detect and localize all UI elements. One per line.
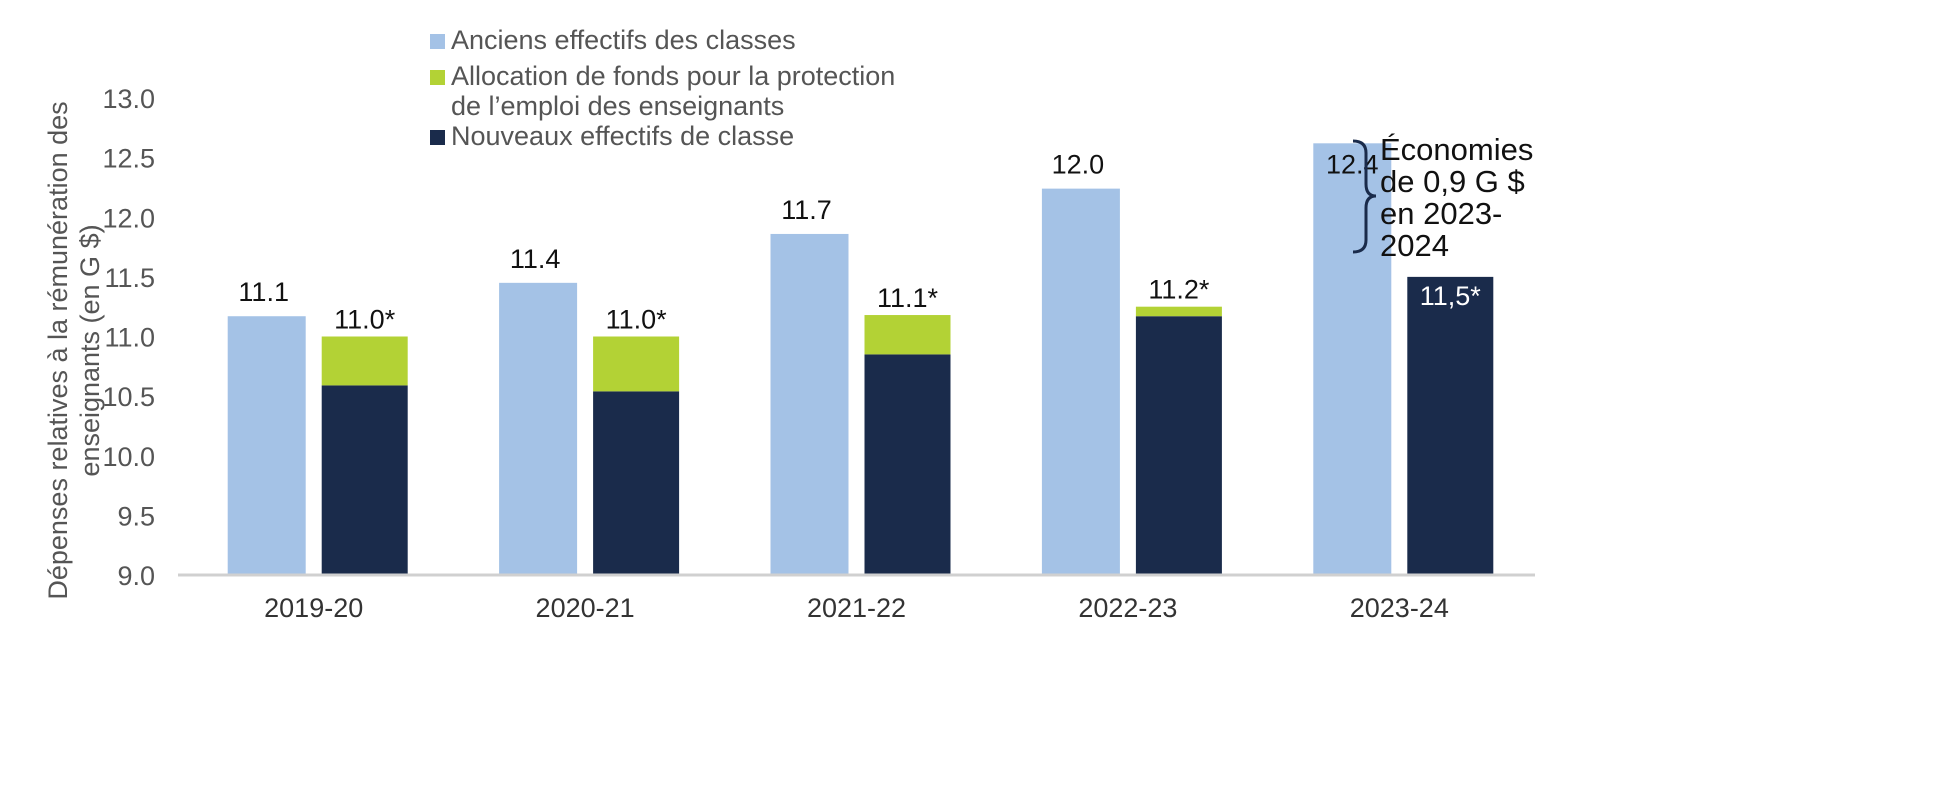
annotation-line: Économies — [1380, 132, 1533, 167]
x-category-label: 2019-20 — [264, 593, 363, 623]
bar-old-2019-20 — [227, 316, 306, 575]
legend: Anciens effectifs des classes Allocation … — [430, 25, 895, 151]
y-tick-label: 12.5 — [102, 144, 155, 174]
legend-swatch-new — [430, 130, 445, 145]
bar-stack-value-label: 11.1* — [877, 283, 939, 313]
bar-old-value-label: 11.7 — [781, 195, 832, 225]
legend-label-new: Nouveaux effectifs de classe — [451, 121, 794, 151]
y-tick-label: 9.5 — [117, 501, 155, 531]
y-tick-label: 10.0 — [102, 442, 155, 472]
bar-stack-value-label: 11.0* — [334, 305, 396, 335]
x-category-label: 2022-23 — [1078, 593, 1177, 623]
bar-new-2022-23 — [1135, 316, 1222, 575]
y-tick-label: 13.0 — [102, 84, 155, 114]
bar-funding-2021-22 — [864, 315, 951, 355]
bar-new-2019-20 — [321, 385, 408, 575]
annotation-line: en 2023- — [1380, 196, 1502, 231]
legend-swatch-funding — [430, 70, 445, 85]
y-axis-label-line: Dépenses relatives à la rémunération des — [43, 101, 73, 599]
bar-labels: 11.1 11.0* 11.4 11.0* 11.7 11.1* 12.0 11.2* 12.4… — [238, 149, 1481, 334]
bar-stack-value-label: 11.2* — [1148, 275, 1210, 305]
bar-old-value-label: 11.4 — [510, 244, 561, 274]
annotation-line: 2024 — [1380, 228, 1449, 263]
bar-funding-2022-23 — [1135, 306, 1222, 317]
y-tick-label: 12.0 — [102, 203, 155, 233]
legend-label-old: Anciens effectifs des classes — [451, 25, 796, 55]
y-axis-label-line: enseignants (en G $) — [75, 224, 105, 476]
bar-old-value-label: 11.1 — [238, 277, 289, 307]
y-tick-label: 10.5 — [102, 382, 155, 412]
legend-swatch-old — [430, 34, 445, 49]
y-axis-label: Dépenses relatives à la rémunération des… — [43, 101, 105, 599]
brace-icon — [1352, 139, 1377, 254]
bar-stack-value-label: 11.0* — [606, 305, 668, 335]
x-axis-categories: 2019-20 2020-21 2021-22 2022-23 2023-24 — [264, 593, 1449, 623]
bar-funding-2019-20 — [321, 336, 408, 386]
bar-old-2021-22 — [770, 233, 849, 575]
bar-old-value-label: 12.4 — [1326, 149, 1379, 179]
x-category-label: 2020-21 — [536, 593, 635, 623]
y-tick-label: 11.5 — [104, 263, 155, 293]
bar-new-2021-22 — [864, 354, 951, 575]
bar-old-value-label: 12.0 — [1052, 150, 1105, 180]
y-tick-label: 9.0 — [117, 561, 155, 591]
x-category-label: 2021-22 — [807, 593, 906, 623]
bar-old-2022-23 — [1041, 188, 1120, 575]
legend-label-funding-line: Allocation de fonds pour la protection — [451, 61, 895, 91]
bar-funding-2020-21 — [593, 336, 680, 392]
bar-new-2023-24 — [1407, 276, 1494, 575]
bar-stack-value-label: 11,5* — [1420, 281, 1482, 311]
bar-old-2020-21 — [499, 282, 578, 575]
y-tick-label: 11.0 — [104, 323, 155, 353]
annotation-line: de 0,9 G $ — [1380, 164, 1525, 199]
legend-label-funding-line: de l’emploi des enseignants — [451, 91, 784, 121]
bar-new-2020-21 — [593, 391, 680, 575]
x-category-label: 2023-24 — [1350, 593, 1449, 623]
bar-old-2023-24 — [1313, 143, 1392, 575]
bars — [227, 143, 1494, 575]
y-axis-ticks: 9.0 9.5 10.0 10.5 11.0 11.5 12.0 12.5 13.0 — [102, 84, 155, 591]
